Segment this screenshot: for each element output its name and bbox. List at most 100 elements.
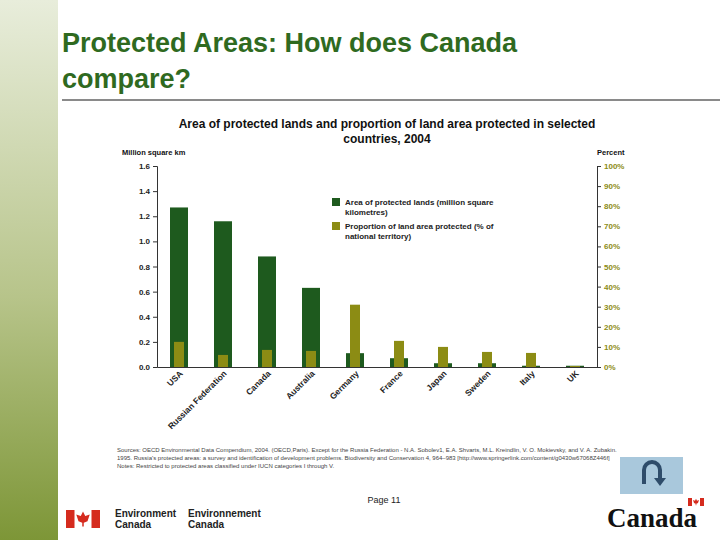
tick: 1.6	[139, 162, 157, 171]
bar	[214, 221, 232, 367]
tick: 80%	[597, 202, 620, 211]
tick-label: 60%	[604, 242, 620, 251]
button-box[interactable]	[620, 457, 683, 494]
tick-label: Japan	[424, 368, 448, 392]
flag-band	[700, 498, 704, 506]
tick-mark	[597, 186, 601, 187]
side-strip	[0, 0, 58, 540]
y-axis-title: Million square km	[122, 148, 186, 157]
axis-line	[153, 167, 158, 368]
department-name: EnvironmentCanada	[115, 508, 177, 530]
flag-band	[92, 510, 101, 528]
tick: 60%	[597, 242, 620, 251]
flag-field	[66, 510, 100, 528]
legend-label: Proportion of land area protected (% ofn…	[345, 222, 494, 241]
tick: Russian Federation	[166, 368, 229, 431]
legend-entry: Proportion of land area protected (% ofn…	[332, 222, 494, 241]
tick: 70%	[597, 222, 620, 231]
tick-mark	[597, 206, 601, 207]
tick-mark	[597, 246, 601, 247]
tick-mark	[597, 307, 601, 308]
tick-mark	[153, 292, 157, 293]
axis-line	[158, 367, 598, 368]
bar	[350, 305, 360, 367]
tick-label: USA	[165, 368, 185, 388]
tick-label: UK	[565, 368, 581, 384]
wordmark: Canada	[607, 503, 698, 533]
tick-mark	[153, 367, 157, 368]
tick: 0.8	[139, 263, 157, 272]
text-line: Protected Areas: How does Canada	[62, 28, 518, 58]
tick-mark	[597, 166, 601, 167]
tick-mark	[597, 347, 601, 348]
tick-label: 70%	[604, 222, 620, 231]
department-name: EnvironnementCanada	[188, 508, 261, 530]
tick-label: 0.0	[139, 363, 151, 372]
tick: 0.0	[139, 363, 157, 372]
tick-label: France	[378, 368, 405, 395]
tick-label: Canada	[244, 368, 273, 397]
tick: Canada	[244, 368, 273, 397]
tick-label: 0%	[604, 363, 616, 372]
bar	[258, 256, 276, 367]
tick-mark	[153, 191, 157, 192]
text-line: Canada	[188, 519, 225, 530]
bar	[482, 352, 492, 367]
tick: 90%	[597, 182, 620, 191]
slide: Protected Areas: How does Canadacompare?…	[0, 0, 720, 540]
bar	[302, 288, 320, 367]
tick-mark	[153, 241, 157, 242]
bar	[526, 353, 536, 367]
text-line: Environnement	[188, 508, 261, 519]
tick: 1.0	[139, 237, 157, 246]
text-line: countries, 2004	[343, 132, 431, 146]
tick: 20%	[597, 323, 620, 332]
tick-label: 40%	[604, 283, 620, 292]
return-button[interactable]	[620, 457, 683, 494]
tick: Japan	[424, 368, 448, 392]
tick: 1.2	[139, 212, 157, 221]
notes: Notes: Restricted to protected areas cla…	[117, 463, 335, 469]
legend-swatch	[332, 198, 340, 206]
tick: 40%	[597, 283, 620, 292]
tick-mark	[153, 267, 157, 268]
page-number: Page 11	[368, 495, 401, 505]
bar	[262, 350, 272, 367]
slide-title: Protected Areas: How does Canadacompare?	[62, 28, 518, 94]
legend-entry: Area of protected lands (million squarek…	[332, 198, 494, 217]
y2-axis: 0%10%20%30%40%50%60%70%80%90%100%	[597, 162, 624, 372]
sources: Sources: OECD Environmental Data Compend…	[117, 447, 617, 461]
tick: Australia	[284, 368, 317, 401]
text-line: kilometres)	[345, 208, 388, 217]
tick: 10%	[597, 343, 620, 352]
text-line: Canada	[115, 519, 152, 530]
legend-label: Area of protected lands (million squarek…	[345, 198, 494, 217]
bar	[306, 351, 316, 367]
tick-label: Sweden	[463, 368, 493, 398]
maple-leaf	[76, 512, 90, 527]
text-line: Area of protected lands (million square	[345, 198, 494, 207]
text-line: 1995. Russia's protected areas: a survey…	[117, 455, 610, 461]
bar	[394, 341, 404, 367]
text-line: Proportion of land area protected (% of	[345, 222, 494, 231]
tick-label: 10%	[604, 343, 620, 352]
tick-mark	[597, 367, 601, 368]
bar	[170, 207, 188, 367]
legend-swatch	[332, 222, 340, 230]
chart-title: Area of protected lands and proportion o…	[179, 117, 596, 146]
plot-area	[170, 207, 584, 367]
tick-label: 90%	[604, 182, 620, 191]
bar	[438, 347, 448, 367]
tick: 0%	[597, 363, 616, 372]
tick: 0.4	[139, 313, 157, 322]
text-line: Environment	[115, 508, 177, 519]
tick-mark	[597, 267, 601, 268]
button-arrow[interactable]	[642, 460, 666, 486]
tick-label: 30%	[604, 303, 620, 312]
axis-line	[598, 167, 602, 368]
tick: 50%	[597, 263, 620, 272]
tick-label: 0.2	[139, 338, 151, 347]
tick: 30%	[597, 303, 620, 312]
tick: Sweden	[463, 368, 493, 398]
y-axis: 0.00.20.40.60.81.01.21.41.6	[139, 162, 158, 372]
